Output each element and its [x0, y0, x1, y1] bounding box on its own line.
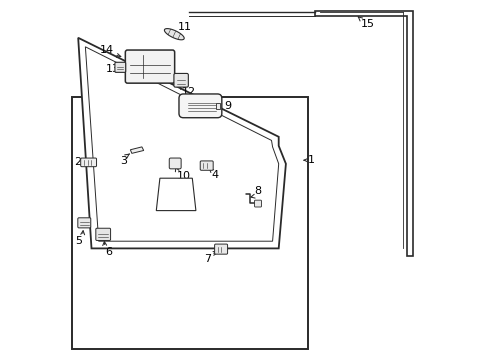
FancyBboxPatch shape [78, 218, 91, 228]
FancyBboxPatch shape [174, 73, 188, 87]
FancyBboxPatch shape [179, 94, 222, 118]
Text: 13: 13 [106, 64, 120, 74]
Polygon shape [314, 11, 412, 256]
FancyBboxPatch shape [115, 62, 125, 72]
Text: 5: 5 [75, 236, 82, 246]
FancyBboxPatch shape [125, 50, 174, 83]
Text: 4: 4 [211, 170, 218, 180]
Polygon shape [164, 28, 184, 40]
FancyBboxPatch shape [81, 158, 96, 167]
FancyBboxPatch shape [169, 158, 181, 169]
FancyBboxPatch shape [200, 161, 213, 170]
Text: 14: 14 [100, 45, 114, 55]
Bar [215, 103, 220, 109]
FancyBboxPatch shape [214, 244, 227, 254]
Text: 6: 6 [104, 247, 112, 257]
FancyBboxPatch shape [254, 200, 261, 207]
Text: 7: 7 [203, 254, 211, 264]
Text: 10: 10 [177, 171, 191, 181]
Polygon shape [130, 147, 143, 153]
Bar [72, 97, 307, 349]
Text: 15: 15 [360, 19, 374, 29]
Text: 12: 12 [182, 87, 196, 98]
Polygon shape [156, 178, 196, 211]
Text: 2: 2 [74, 157, 81, 167]
Text: 9: 9 [224, 101, 231, 111]
Text: 3: 3 [120, 156, 127, 166]
Text: 1: 1 [307, 155, 314, 165]
Text: 11: 11 [178, 22, 192, 32]
Polygon shape [78, 38, 285, 248]
FancyBboxPatch shape [96, 228, 110, 240]
Text: 8: 8 [254, 186, 261, 196]
